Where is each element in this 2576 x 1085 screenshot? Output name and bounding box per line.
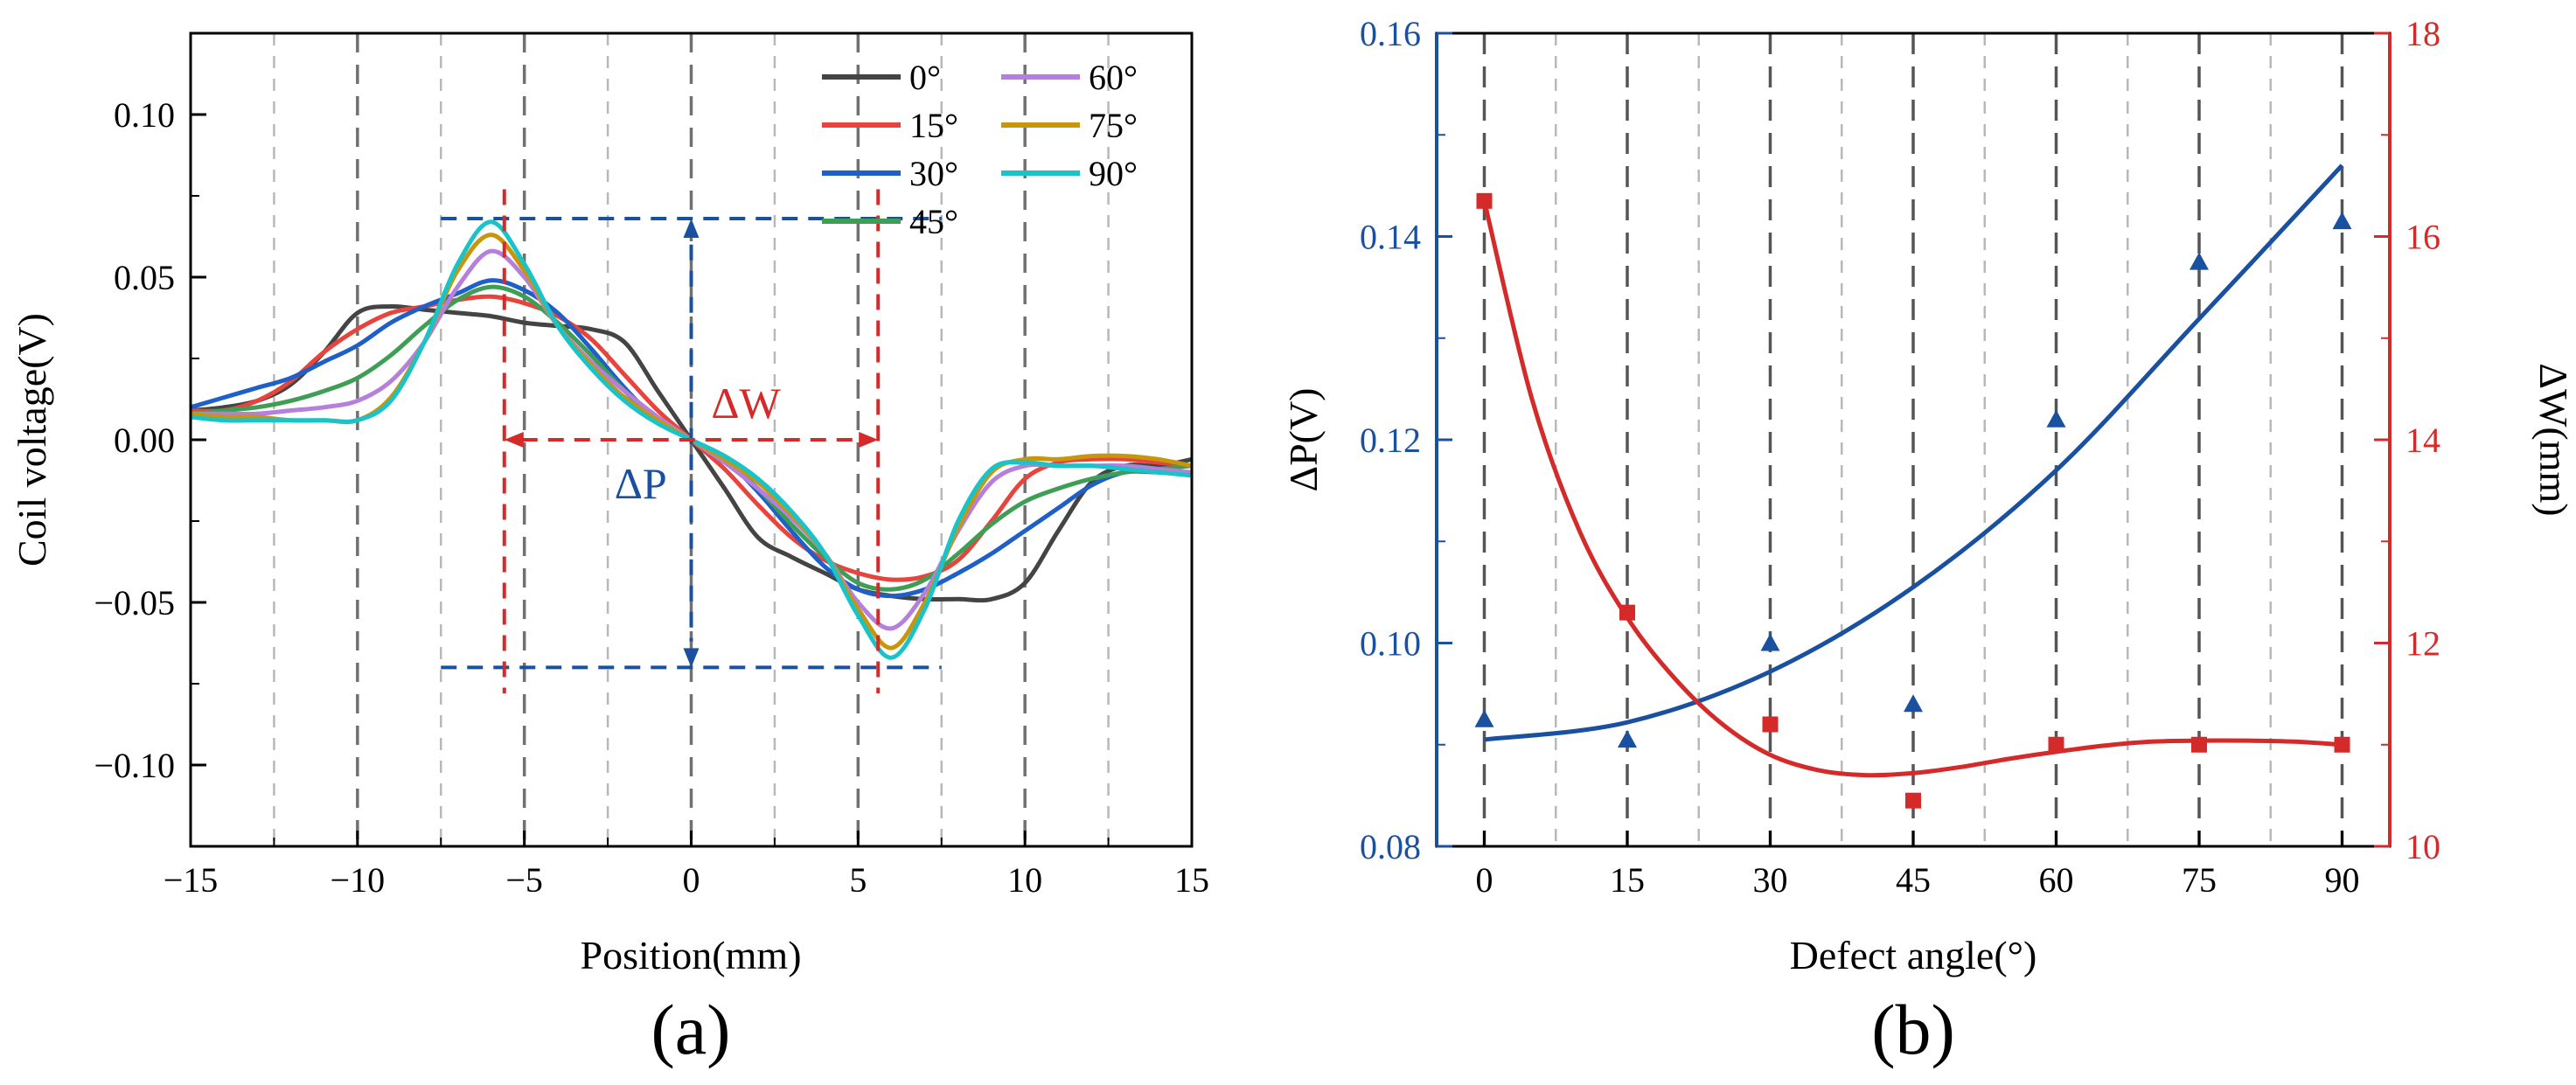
y2-tick-label: 16: [2405, 218, 2440, 257]
legend-item: 45°: [822, 202, 958, 241]
x-tick-label: −5: [505, 860, 543, 900]
y-tick-label: 0.12: [1360, 421, 1421, 460]
y-tick-label: 0.00: [114, 421, 175, 460]
delta-w-label: ΔW: [711, 379, 781, 428]
delta-p-label: ΔP: [615, 459, 667, 508]
x-tick-label: −15: [164, 860, 219, 900]
delta-w-arrow-left: [504, 432, 524, 448]
y-tick-label: 0.16: [1360, 14, 1421, 53]
x-tick-label: 30: [1753, 860, 1788, 900]
panel-a-label: (a): [651, 990, 730, 1069]
panel-b-y-axis-label: ΔP(V): [1281, 387, 1326, 491]
x-tick-label: 75: [2182, 860, 2217, 900]
y2-tick-label: 14: [2405, 421, 2440, 460]
delta-w-point: [2334, 736, 2350, 753]
legend-item: 75°: [1001, 106, 1138, 145]
x-tick-label: 5: [849, 860, 867, 900]
delta-w-point: [1476, 192, 1493, 209]
delta-p-point: [2332, 212, 2352, 230]
x-tick-label: 15: [1610, 860, 1645, 900]
y2-tick-label: 18: [2405, 14, 2440, 53]
panel-a-grid: [273, 33, 1110, 846]
delta-p-arrow-up: [683, 219, 700, 239]
x-tick-label: 60: [2039, 860, 2074, 900]
delta-p-point: [1904, 694, 1923, 713]
delta-w-point: [1905, 792, 1921, 809]
delta-p-point: [1618, 729, 1637, 748]
delta-w-arrow-right: [859, 432, 879, 448]
x-tick-label: 90: [2325, 860, 2360, 900]
legend-item: 30°: [822, 154, 958, 193]
delta-p-point: [1760, 633, 1780, 651]
panel-a-ticks: −15 −10 −5 0 5 10 15 −0.10 −0.05 0.00 0.05 0.10: [94, 32, 1209, 900]
legend-item: 0°: [822, 58, 941, 97]
y-tick-label: 0.10: [1360, 624, 1421, 664]
delta-p-arrow-down: [683, 648, 700, 668]
x-tick-label: 0: [1476, 860, 1493, 900]
panel-a-chart: ΔW ΔP 0° 15° 30° 45° 60° 75° 90° −15 −10 −5 0 5 10 15…: [10, 31, 1209, 1069]
legend-label: 15°: [909, 106, 958, 145]
delta-p-point: [2190, 252, 2209, 270]
panel-a-annotations: ΔW ΔP: [441, 189, 942, 694]
delta-w-point: [2191, 736, 2207, 753]
panel-b-ticks: 0 15 30 45 60 75 90 0.08 0.10 0.12 0.14 0.16 10 12 14 1…: [1360, 14, 2440, 900]
legend-label: 60°: [1089, 58, 1138, 97]
delta-w-point: [1619, 604, 1635, 621]
panel-b-grid: [1482, 33, 2344, 846]
y2-tick-label: 12: [2405, 624, 2440, 664]
y-tick-label: −0.10: [94, 746, 175, 785]
panel-b-series: [1474, 163, 2352, 809]
fit-curve: [1484, 163, 2344, 742]
y-tick-label: 0.14: [1360, 218, 1421, 257]
panel-a-legend: 0° 15° 30° 45° 60° 75° 90°: [822, 58, 1138, 241]
delta-p-point: [1474, 709, 1494, 727]
y-tick-label: 0.10: [114, 95, 175, 135]
x-tick-label: 10: [1007, 860, 1042, 900]
delta-w-point: [1762, 716, 1779, 733]
y-tick-label: −0.05: [94, 583, 175, 622]
delta-p-point: [2046, 409, 2066, 428]
y2-tick-label: 10: [2405, 827, 2440, 866]
legend-label: 30°: [909, 154, 958, 193]
x-tick-label: 0: [683, 860, 700, 900]
x-tick-label: 45: [1896, 860, 1931, 900]
legend-item: 15°: [822, 106, 958, 145]
legend-label: 0°: [909, 58, 941, 97]
panel-a-x-axis-label: Position(mm): [580, 933, 801, 977]
legend-item: 60°: [1001, 58, 1138, 97]
panel-b-chart: 0 15 30 45 60 75 90 0.08 0.10 0.12 0.14 0.16 10 12 14 1…: [1281, 14, 2576, 1069]
x-tick-label: −10: [331, 860, 386, 900]
legend-label: 90°: [1089, 154, 1138, 193]
y-tick-label: 0.05: [114, 258, 175, 297]
panel-b-label: (b): [1871, 990, 1955, 1069]
panel-b-x-axis-label: Defect angle(°): [1790, 933, 2037, 977]
y-tick-label: 0.08: [1360, 827, 1421, 866]
panel-a-y-axis-label: Coil voltage(V): [10, 313, 54, 567]
panel-b-y2-axis-label: ΔW(mm): [2531, 363, 2576, 516]
fit-curve: [1482, 200, 2343, 778]
delta-w-point: [2048, 736, 2064, 753]
legend-label: 45°: [909, 202, 958, 241]
legend-item: 90°: [1001, 154, 1138, 193]
x-tick-label: 15: [1174, 860, 1209, 900]
legend-label: 75°: [1089, 106, 1138, 145]
